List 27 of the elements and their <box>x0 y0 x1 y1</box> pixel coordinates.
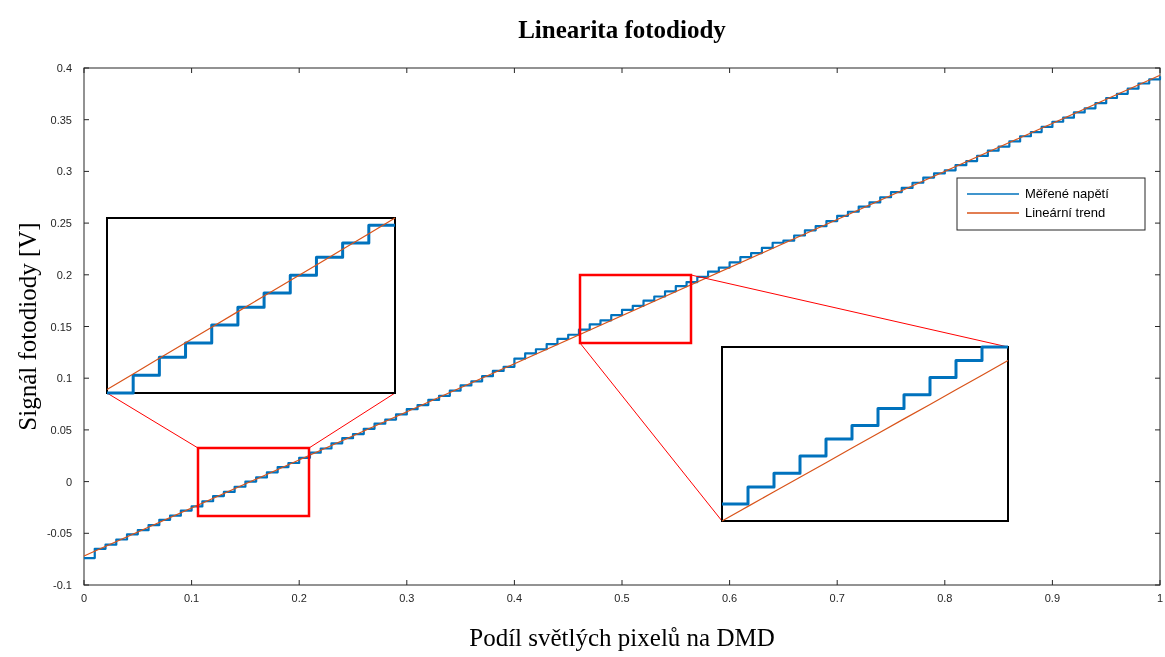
x-tick-label: 0.8 <box>937 592 953 604</box>
x-tick-label: 0.5 <box>614 592 630 604</box>
y-tick-label: -0.1 <box>53 579 72 591</box>
x-tick-label: 0.3 <box>399 592 415 604</box>
x-tick-label: 0 <box>80 592 88 604</box>
y-tick-label: 0.1 <box>56 372 72 385</box>
y-tick-label: 0.3 <box>56 165 72 178</box>
x-tick-label: 0.9 <box>1044 592 1061 604</box>
x-tick-label: 0.2 <box>291 592 307 604</box>
y-tick-label: 0.05 <box>50 423 72 436</box>
y-axis-title: Signál fotodiody [V] <box>14 222 41 431</box>
y-tick-label: 0.25 <box>50 217 72 230</box>
legend-label: Měřené napětí <box>1025 186 1110 201</box>
x-tick-label: 0.6 <box>721 592 738 604</box>
y-tick-label: 0.4 <box>56 62 72 74</box>
y-tick-label: 0 <box>65 475 72 488</box>
x-tick-label: 1 <box>1156 592 1164 604</box>
x-axis-title: Podíl světlých pixelů na DMD <box>469 624 775 651</box>
x-tick-label: 0.1 <box>183 592 200 604</box>
x-tick-label: 0.7 <box>829 592 845 604</box>
chart-title: Linearita fotodiody <box>518 16 727 43</box>
legend-label: Lineární trend <box>1025 205 1106 220</box>
y-tick-label: 0.2 <box>56 268 72 281</box>
y-tick-label: -0.05 <box>46 527 72 540</box>
x-tick-label: 0.4 <box>506 592 523 604</box>
y-tick-label: 0.15 <box>50 320 72 333</box>
y-tick-label: 0.35 <box>50 113 72 126</box>
